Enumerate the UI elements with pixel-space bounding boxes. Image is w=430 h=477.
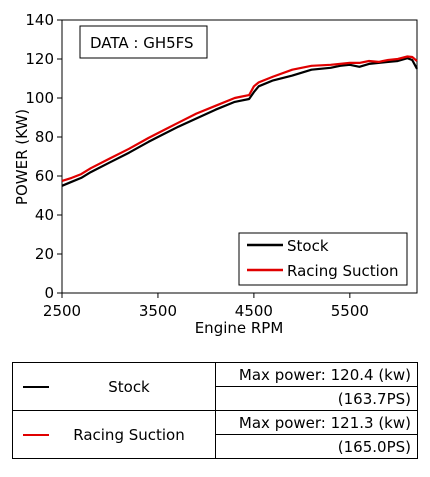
table-row: Racing Suction Max power: 121.3 (kw) (12, 410, 418, 459)
table-row: (163.7PS) (13, 386, 418, 411)
racing-max-power-ps: (165.0PS) (215, 434, 418, 459)
y-axis-title: POWER (KW) (13, 109, 31, 205)
summary-table: Stock Max power: 120.4 (kw) (163.7PS) Ra… (12, 362, 418, 459)
series-line-racing-suction (61, 55, 418, 182)
x-tick-label: 4500 (235, 302, 273, 320)
legend-box (238, 232, 408, 286)
x-tick-label: 3500 (139, 302, 177, 320)
y-tick-label: 120 (25, 50, 54, 68)
racing-name: Racing Suction (73, 425, 185, 444)
y-tick-label: 0 (44, 284, 54, 302)
legend-label-stock: Stock (287, 237, 329, 255)
x-axis-title: Engine RPM (195, 319, 284, 337)
y-tick-label: 40 (35, 206, 54, 224)
y-tick-label: 80 (35, 128, 54, 146)
data-label-box (79, 25, 208, 59)
x-tick-label: 2500 (43, 302, 81, 320)
stock-name: Stock (108, 377, 150, 396)
table-row: Stock Max power: 120.4 (kw) (12, 362, 418, 411)
y-tick-label: 100 (25, 89, 54, 107)
racing-name-cell: Racing Suction (12, 410, 216, 459)
stock-max-power-kw: Max power: 120.4 (kw) (215, 362, 418, 387)
series-layer (61, 55, 418, 187)
y-axis: 0 20 40 60 80 100 120 140 (25, 11, 62, 302)
y-tick-label: 140 (25, 11, 54, 29)
power-chart: 0 20 40 60 80 100 120 140 2500 3500 4500 5500 DATA… (13, 11, 418, 337)
y-tick-label: 20 (35, 245, 54, 263)
racing-max-power-kw: Max power: 121.3 (kw) (215, 410, 418, 435)
chart-title: DATA : GH5FS (90, 34, 194, 52)
stock-max-power-ps: (163.7PS) (215, 386, 418, 411)
y-tick-label: 60 (35, 167, 54, 185)
x-axis: 2500 3500 4500 5500 (43, 293, 369, 320)
legend: Stock Racing Suction (238, 232, 408, 286)
racing-swatch (23, 434, 49, 436)
stock-swatch (23, 386, 49, 388)
series-line-stock (61, 57, 418, 187)
legend-label-racing: Racing Suction (287, 262, 399, 280)
stock-name-cell: Stock (12, 362, 216, 411)
table-row: (165.0PS) (13, 434, 418, 459)
x-tick-label: 5500 (331, 302, 369, 320)
